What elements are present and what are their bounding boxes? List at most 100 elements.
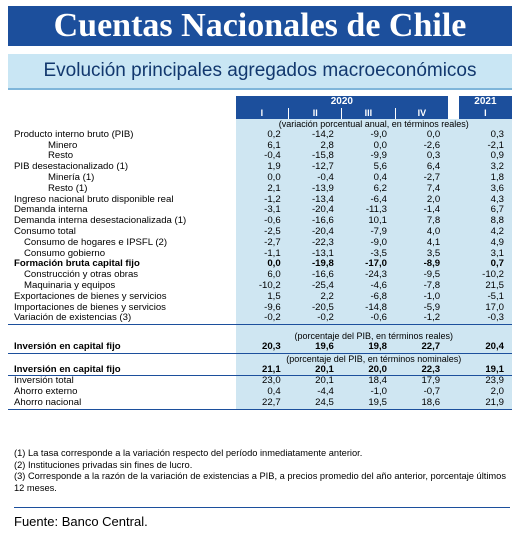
quarter-header: I xyxy=(235,108,289,119)
value-cell: -1,1 xyxy=(235,248,289,260)
value-cell: 22,7 xyxy=(235,397,289,410)
row-label: Ahorro nacional xyxy=(8,397,236,410)
value-cell-2021: 0,7 xyxy=(458,259,512,271)
value-cell: -1,2 xyxy=(395,313,449,326)
unit-note-row: (porcentaje del PIB, en términos nominal… xyxy=(8,353,512,365)
value-cell-2021: -2,1 xyxy=(458,140,512,152)
value-cell-2021: 1,8 xyxy=(458,172,512,184)
value-cell: 6,2 xyxy=(341,183,395,195)
table-row: PIB desestacionalizado (1) 1,9 -12,7 5,6 6,4… xyxy=(8,162,512,173)
table-row: Maquinaria y equipos -10,2 -25,4 -4,6 -7,8 21… xyxy=(8,280,512,292)
value-cell-2021: 17,0 xyxy=(458,302,512,314)
value-cell: -0,2 xyxy=(288,313,342,326)
row-label: Inversión total xyxy=(14,375,74,387)
value-cell: 7,8 xyxy=(395,216,449,227)
value-cell-2021: 23,9 xyxy=(458,375,512,388)
value-cell: -24,3 xyxy=(341,270,395,281)
value-cell: -2,6 xyxy=(395,140,449,152)
value-cell: -17,0 xyxy=(341,259,395,271)
table-row: Consumo gobierno -1,1 -13,1 -3,5 3,5 3,1 xyxy=(8,248,512,260)
value-cell: 20,3 xyxy=(235,341,289,354)
value-cell: -25,4 xyxy=(288,280,342,292)
table-row: Exportaciones de bienes y servicios 1,5 2,… xyxy=(8,291,512,303)
unit-note: (porcentaje del PIB, en términos reales) xyxy=(235,331,512,342)
unit-note: (porcentaje del PIB, en términos nominal… xyxy=(235,353,512,365)
data-table-container: 2020 2021 I II III IV I (variación porce… xyxy=(8,96,512,410)
table-row: Formación bruta capital fijo 0,0 -19,8 -17,… xyxy=(8,259,512,271)
value-cell: 0,0 xyxy=(395,129,449,141)
value-cell: 19,5 xyxy=(341,397,395,410)
footnotes: (1) La tasa corresponde a la variación r… xyxy=(14,448,510,494)
year-2020-header: 2020 xyxy=(235,96,449,108)
value-cell: -9,5 xyxy=(395,270,449,281)
value-cell: -22,3 xyxy=(288,237,342,249)
value-cell: 0,0 xyxy=(341,140,395,152)
value-cell-2021: 4,2 xyxy=(458,226,512,238)
table-row: Ingreso nacional bruto disponible real -1… xyxy=(8,194,512,206)
value-cell: 18,6 xyxy=(395,397,449,410)
value-cell: 2,8 xyxy=(288,140,342,152)
value-cell: -13,4 xyxy=(288,194,342,206)
table-row: Resto (1) 2,1 -13,9 6,2 7,4 3,6 xyxy=(8,183,512,195)
value-cell: -20,4 xyxy=(288,205,342,217)
value-cell: -16,6 xyxy=(288,270,342,281)
value-cell-2021: -10,2 xyxy=(458,270,512,281)
row-label: Ahorro externo xyxy=(14,387,78,398)
row-label: Consumo gobierno xyxy=(24,248,106,259)
quarter-header: II xyxy=(288,108,342,119)
value-cell-2021: 3,6 xyxy=(458,183,512,195)
footnote-3: (3) Corresponde a la razón de la variaci… xyxy=(14,471,506,493)
value-cell: -7,8 xyxy=(395,280,449,292)
value-cell: -3,5 xyxy=(341,248,395,260)
value-cell: -19,8 xyxy=(288,259,342,271)
row-label: Construcción y otras obras xyxy=(24,270,139,281)
quarter-header: III xyxy=(341,108,395,119)
row-label: Consumo de hogares e IPSFL (2) xyxy=(24,237,168,248)
row-label: Exportaciones de bienes y servicios xyxy=(14,291,167,302)
row-label: PIB desestacionalizado (1) xyxy=(14,162,129,173)
value-cell: -14,2 xyxy=(288,129,342,141)
value-cell: 20,1 xyxy=(288,364,342,377)
table-row: Demanda interna -3,1 -20,4 -11,3 -1,4 6,7 xyxy=(8,205,512,217)
row-label: Producto interno bruto (PIB) xyxy=(14,129,134,140)
quarter-header: IV xyxy=(394,108,449,119)
value-cell: 19,6 xyxy=(288,341,342,354)
value-cell: 10,1 xyxy=(341,216,395,227)
value-cell: 22,3 xyxy=(395,364,449,377)
row-label: Resto (1) xyxy=(48,183,88,194)
value-cell: 22,7 xyxy=(395,341,449,354)
value-cell: 0,0 xyxy=(235,259,289,271)
value-cell: 2,2 xyxy=(288,291,342,303)
table-row: Consumo de hogares e IPSFL (2) -2,7 -22,3-… xyxy=(8,237,512,249)
row-label: Ingreso nacional bruto disponible real xyxy=(14,194,174,205)
value-cell: -1,0 xyxy=(341,387,395,398)
value-cell: -8,9 xyxy=(395,259,449,271)
quarter-header: I xyxy=(458,108,512,119)
table-row: Inversión en capital fijo 21,1 20,1 20,0 22,… xyxy=(8,364,512,377)
value-cell: -0,2 xyxy=(235,313,289,326)
footnote-1: (1) La tasa corresponde a la variación r… xyxy=(14,448,363,458)
value-cell: -14,8 xyxy=(341,302,395,314)
table-row: Variación de existencias (3) -0,2 -0,2 -0,6… xyxy=(8,313,512,326)
value-cell: 4,1 xyxy=(395,237,449,249)
table-row: Minería (1) 0,0 -0,4 0,4 -2,7 1,8 xyxy=(8,172,512,184)
row-label: Consumo total xyxy=(14,226,76,237)
value-cell-2021: 20,4 xyxy=(458,341,512,354)
value-cell: -11,3 xyxy=(341,205,395,217)
value-cell: 6,0 xyxy=(235,270,289,281)
row-label: Inversión en capital fijo xyxy=(8,364,236,377)
value-cell: -0,7 xyxy=(395,387,449,398)
value-cell: -9,0 xyxy=(341,237,395,249)
value-cell: 20,1 xyxy=(288,375,342,388)
value-cell: -0,4 xyxy=(288,172,342,184)
value-cell: -13,9 xyxy=(288,183,342,195)
value-cell: -0,6 xyxy=(235,216,289,227)
unit-note-row: (porcentaje del PIB, en términos reales) xyxy=(8,331,512,342)
table-row: Resto -0,4 -15,8 -9,9 0,3 0,9 xyxy=(8,151,512,163)
page-title: Cuentas Nacionales de Chile xyxy=(8,6,512,46)
row-label: Minería (1) xyxy=(48,172,95,183)
unit-note-row: (variación porcentual anual, en términos… xyxy=(8,119,512,130)
value-cell-2021: 3,1 xyxy=(458,248,512,260)
value-cell: -15,8 xyxy=(288,151,342,163)
table-row: Minero 6,1 2,8 0,0 -2,6 -2,1 xyxy=(8,140,512,152)
